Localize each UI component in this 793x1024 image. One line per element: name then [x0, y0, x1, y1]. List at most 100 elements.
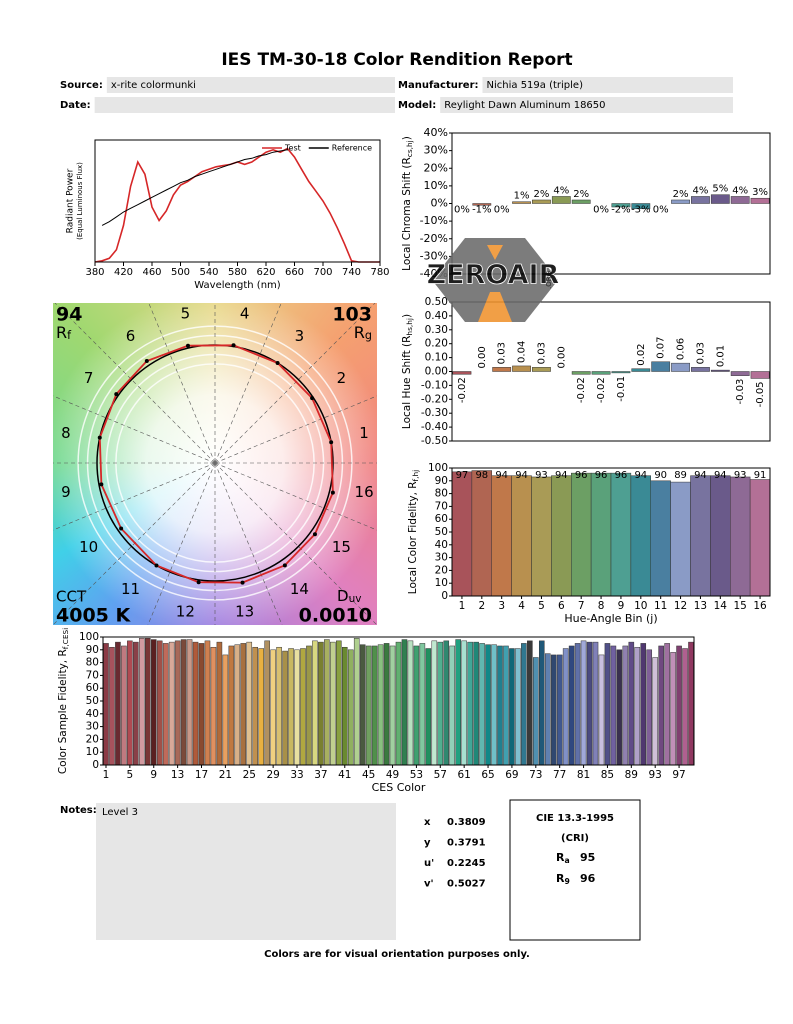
field-box — [482, 77, 733, 93]
value-label: 0.00 — [556, 346, 567, 368]
test-vertex — [144, 358, 149, 363]
cri-label-part: a — [564, 856, 569, 865]
bar — [710, 475, 731, 597]
x-tick-label: 9 — [150, 769, 157, 781]
value-label: 90 — [654, 470, 667, 481]
x-tick-label: 5 — [127, 769, 134, 781]
test-vertex — [119, 526, 124, 531]
x-tick-label: 49 — [386, 769, 399, 781]
test-vertex — [114, 392, 119, 397]
bar — [312, 640, 318, 766]
plot-frame — [102, 636, 695, 766]
bar — [252, 646, 259, 766]
x-tick-label: 45 — [362, 769, 375, 781]
x-tick-label: 69 — [505, 769, 518, 781]
rf-value: 94 — [56, 304, 82, 326]
bar — [449, 645, 456, 766]
bar — [544, 653, 551, 766]
bar — [532, 367, 551, 372]
value-label: -0.02 — [596, 377, 607, 403]
value-label: 96 — [615, 470, 628, 481]
bin-label: 11 — [121, 580, 140, 598]
bar — [473, 641, 479, 766]
x-tick-label: 700 — [313, 267, 332, 278]
y-tick-label: -30% — [420, 249, 448, 262]
cct-value: 4005 K — [56, 605, 131, 627]
bar — [174, 640, 181, 766]
bin-label: 14 — [290, 580, 309, 598]
bar — [413, 645, 420, 766]
y-tick-label: 90 — [435, 475, 448, 487]
bin-boundary — [53, 462, 216, 531]
bar — [425, 648, 432, 766]
field-label: Model: — [398, 100, 436, 111]
bin-label: 2 — [337, 369, 347, 387]
bar — [479, 643, 485, 766]
x-tick-label: 65 — [481, 769, 494, 781]
cri-label-part: 9 — [564, 877, 569, 886]
value-label: 0.00 — [477, 346, 488, 368]
rf-label-part: f — [67, 329, 72, 342]
field-label: Date: — [60, 100, 91, 111]
y-tick-label: 0.30 — [425, 324, 448, 336]
y-tick-label: -0.20 — [421, 393, 448, 405]
bar — [443, 640, 450, 766]
value-label: 96 — [575, 470, 588, 481]
value-label: 93 — [535, 470, 548, 481]
field-box — [94, 97, 395, 113]
bar — [515, 648, 521, 766]
logo-tag: .ORG — [545, 271, 553, 289]
x-tick-label: 10 — [634, 600, 647, 612]
bar — [580, 640, 587, 766]
x-tick-label: 580 — [228, 267, 247, 278]
x-tick-label: 5 — [538, 600, 545, 612]
x-tick-label: 12 — [674, 600, 687, 612]
bar — [389, 645, 396, 766]
bar — [491, 475, 512, 597]
bar — [571, 472, 592, 597]
bin-label: 13 — [235, 603, 254, 621]
y-axis-label-part: f,CESi — [61, 628, 70, 649]
bar — [264, 640, 270, 766]
x-axis-label: Wavelength (nm) — [194, 280, 280, 291]
bin-label: 8 — [61, 424, 71, 442]
y-tick-label: 60 — [435, 513, 448, 525]
bar — [730, 371, 750, 376]
bar — [437, 641, 444, 766]
bar — [651, 361, 671, 372]
y-tick-label: 50 — [86, 695, 99, 707]
y-tick-label: 10% — [424, 179, 448, 192]
bar — [551, 196, 571, 204]
bar — [670, 652, 676, 766]
bar — [115, 641, 121, 766]
test-vertex — [282, 563, 287, 568]
chromaticity-value: 0.3809 — [447, 817, 486, 828]
field-value: Reylight Dawn Aluminum 18650 — [444, 100, 605, 111]
y-tick-label: 0% — [431, 197, 448, 210]
y-tick-label: -0.30 — [421, 407, 448, 419]
value-label: 5% — [712, 184, 728, 195]
bar — [503, 645, 509, 766]
bar — [611, 371, 631, 374]
x-tick-label: 61 — [457, 769, 470, 781]
footer: Colors are for visual orientation purpos… — [264, 949, 530, 960]
bar — [222, 654, 229, 766]
value-label: 0.03 — [536, 342, 547, 364]
cri-box — [509, 799, 641, 941]
x-tick-label: 660 — [285, 267, 304, 278]
x-tick-label: 41 — [338, 769, 351, 781]
value-label: 4% — [732, 185, 748, 196]
bar — [451, 471, 473, 597]
value-label: 94 — [694, 470, 707, 481]
x-tick-label: 37 — [314, 769, 327, 781]
bar — [710, 369, 730, 372]
bar — [531, 476, 552, 597]
notes-label: Notes: — [60, 805, 97, 816]
field-box — [106, 77, 395, 93]
x-tick-label: 29 — [266, 769, 279, 781]
y-axis-label-part: Color Sample Fidelity, R — [57, 649, 69, 774]
report-title: IES TM-30-18 Color Rendition Report — [221, 50, 572, 70]
field-box — [440, 97, 733, 113]
bar — [324, 639, 330, 766]
